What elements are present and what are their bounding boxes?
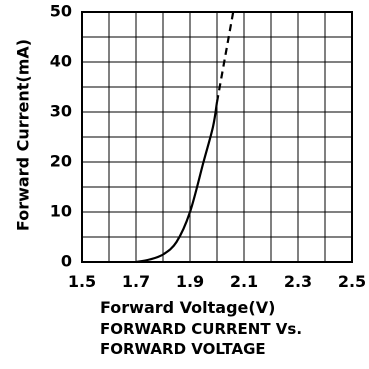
caption-line-1: FORWARD CURRENT Vs.	[100, 320, 302, 338]
series-group	[135, 11, 235, 264]
grid	[82, 12, 352, 262]
x-tick-label: 2.3	[284, 272, 312, 291]
y-tick-label: 50	[50, 2, 72, 21]
x-tick-label: 1.9	[176, 272, 204, 291]
y-tick-label: 30	[50, 102, 72, 121]
y-tick-label: 40	[50, 52, 72, 71]
x-tick-label: 2.1	[230, 272, 258, 291]
y-tick-labels: 0 10 20 30 40 50	[50, 2, 72, 271]
y-tick-label: 20	[50, 152, 72, 171]
series-line-dashed	[215, 11, 235, 103]
x-tick-label: 2.5	[338, 272, 366, 291]
x-tick-label: 1.7	[122, 272, 150, 291]
series-line-solid	[135, 101, 219, 264]
y-axis-title: Forward Current(mA)	[14, 39, 33, 231]
x-tick-labels: 1.5 1.7 1.9 2.1 2.3 2.5	[68, 272, 366, 291]
y-tick-label: 10	[50, 202, 72, 221]
y-tick-label: 0	[61, 252, 72, 271]
plot-frame	[81, 11, 353, 263]
plot-border	[81, 11, 353, 263]
caption-line-2: FORWARD VOLTAGE	[100, 340, 266, 358]
x-axis-title: Forward Voltage(V)	[100, 298, 275, 317]
x-tick-label: 1.5	[68, 272, 96, 291]
